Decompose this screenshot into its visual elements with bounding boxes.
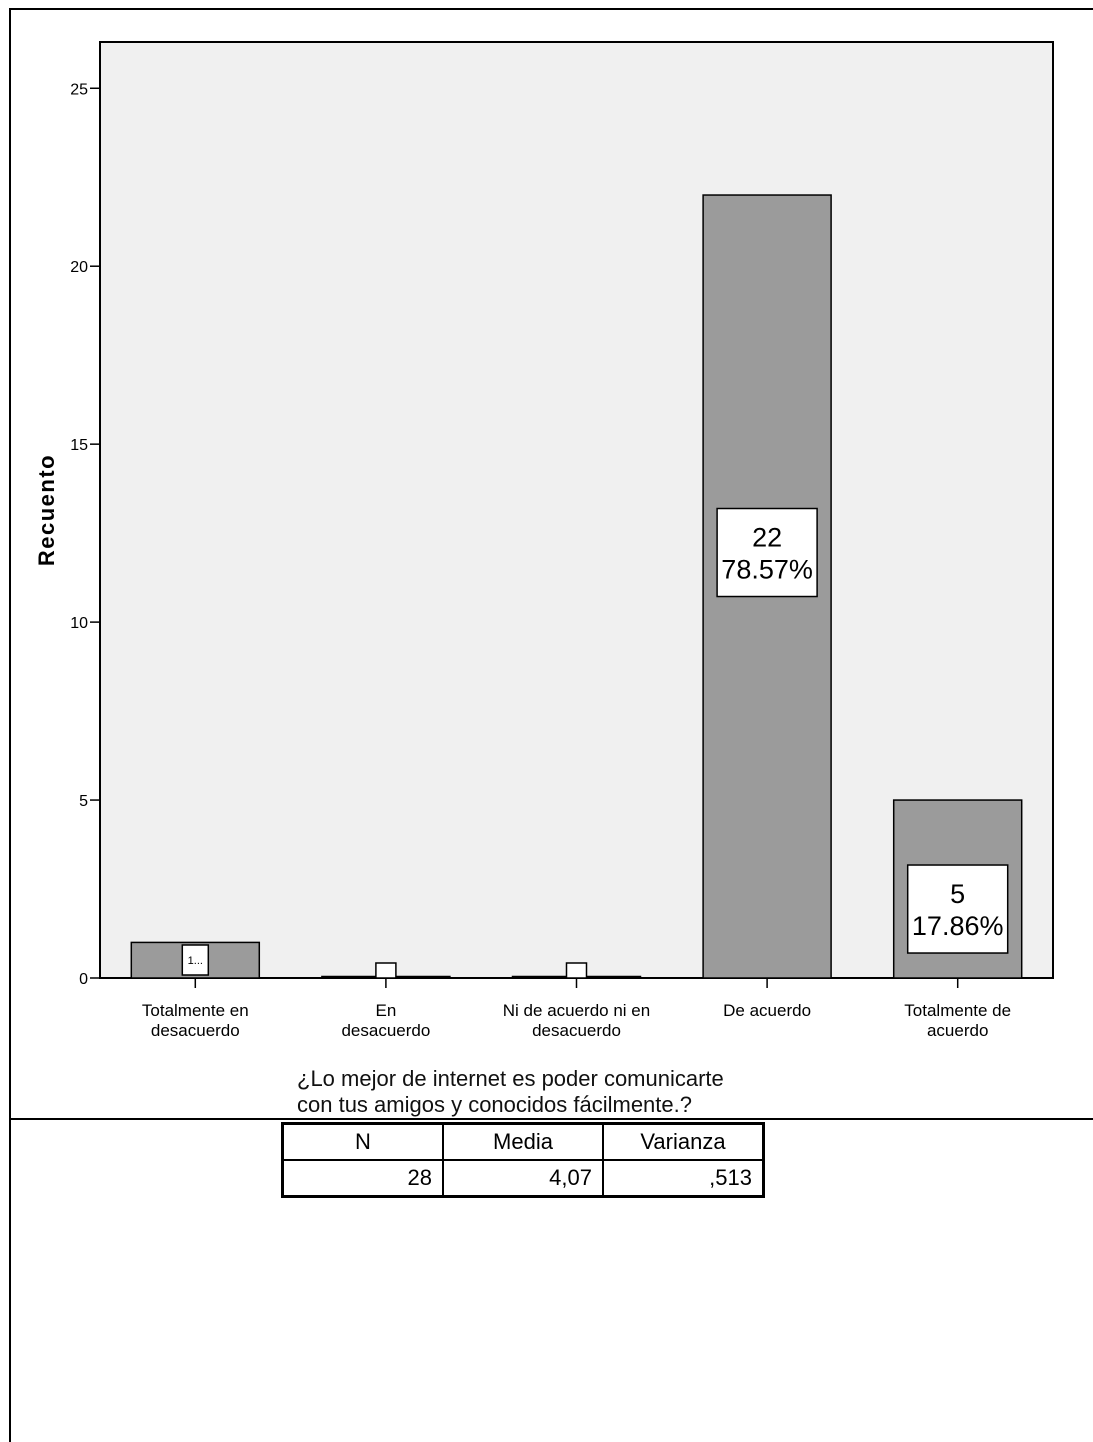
x-tick-label: Totalmente de — [904, 1001, 1011, 1020]
frame-divider — [9, 1118, 1093, 1120]
x-tick-label: desacuerdo — [151, 1021, 240, 1040]
statistics-block: ¿Lo mejor de internet es poder comunicar… — [281, 1066, 857, 1198]
y-axis: 0 5 10 15 20 25 — [70, 81, 100, 988]
data-label: 78.57% — [721, 555, 813, 585]
statistics-title-line-2: con tus amigos y conocidos fácilmente.? — [297, 1092, 692, 1117]
value-n: 28 — [281, 1159, 444, 1198]
x-tick-label: desacuerdo — [532, 1021, 621, 1040]
y-tick-label: 25 — [70, 81, 88, 98]
data-label-box — [906, 864, 1009, 954]
x-tick-label: Ni de acuerdo ni en — [503, 1001, 650, 1020]
statistics-title: ¿Lo mejor de internet es poder comunicar… — [297, 1066, 857, 1118]
header-n: N — [281, 1122, 444, 1161]
y-tick-label: 15 — [70, 437, 88, 454]
y-axis-title: Recuento — [34, 454, 59, 566]
value-varianza: ,513 — [602, 1159, 765, 1198]
header-media: Media — [442, 1122, 604, 1161]
header-varianza: Varianza — [602, 1122, 765, 1161]
statistics-title-line-1: ¿Lo mejor de internet es poder comunicar… — [297, 1066, 724, 1091]
data-label: 5 — [950, 879, 965, 909]
y-tick-label: 10 — [70, 615, 88, 632]
x-tick-label: Totalmente en — [142, 1001, 249, 1020]
frame-left-border — [9, 8, 11, 1442]
data-label: 22 — [752, 523, 782, 553]
x-tick-label: De acuerdo — [723, 1001, 811, 1020]
y-tick-label: 20 — [70, 259, 88, 276]
data-label-box — [181, 944, 210, 976]
data-label: 1... — [188, 955, 203, 967]
x-tick-label: desacuerdo — [341, 1021, 430, 1040]
value-media: 4,07 — [442, 1159, 604, 1198]
y-tick-label: 0 — [79, 971, 88, 988]
x-tick-label: En — [376, 1001, 397, 1020]
data-label-box — [375, 962, 397, 979]
statistics-header-row: N Media Varianza — [281, 1122, 765, 1161]
statistics-value-row: 28 4,07 ,513 — [281, 1159, 765, 1198]
data-label-box — [565, 962, 588, 979]
y-tick-label: 5 — [79, 793, 88, 810]
x-tick-label: acuerdo — [927, 1021, 988, 1040]
frame-top-border — [9, 8, 1093, 10]
data-label-box — [716, 507, 818, 598]
statistics-table: N Media Varianza 28 4,07 ,513 — [281, 1122, 765, 1198]
data-label: 17.86% — [912, 911, 1004, 941]
